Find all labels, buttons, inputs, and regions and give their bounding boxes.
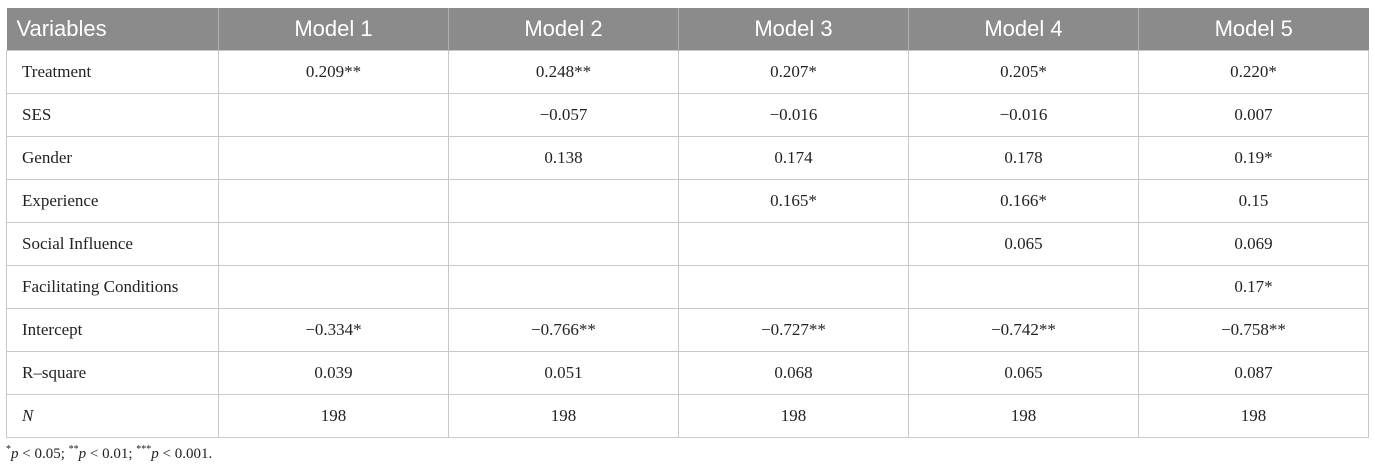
value-cell: −0.016 <box>678 93 909 137</box>
value-cell: 0.17* <box>1138 265 1369 309</box>
significance-stars: *** <box>136 444 152 455</box>
value-cell <box>678 222 909 266</box>
footnote: *p < 0.05; **p < 0.01; ***p < 0.001. <box>6 444 212 463</box>
value-cell: 198 <box>218 394 449 438</box>
header-row: Variables Model 1 Model 2 Model 3 Model 4 Mod… <box>6 8 1369 51</box>
value-cell <box>678 265 909 309</box>
value-cell: 0.087 <box>1138 351 1369 395</box>
value-cell: −0.016 <box>908 93 1139 137</box>
value-cell: −0.742** <box>908 308 1139 352</box>
value-cell: 0.138 <box>448 136 679 180</box>
threshold: < 0.05; <box>18 446 69 462</box>
table-row: Social Influence 0.065 0.069 <box>6 222 1369 266</box>
value-cell: 0.178 <box>908 136 1139 180</box>
value-cell <box>908 265 1139 309</box>
p-symbol: p <box>11 446 19 462</box>
value-cell: 198 <box>678 394 909 438</box>
value-cell: 0.205* <box>908 50 1139 94</box>
results-table: Variables Model 1 Model 2 Model 3 Model 4 Mod… <box>6 8 1369 438</box>
value-cell: 0.248** <box>448 50 679 94</box>
value-cell: 0.220* <box>1138 50 1369 94</box>
value-cell <box>448 222 679 266</box>
value-cell: 0.065 <box>908 351 1139 395</box>
value-cell: −0.766** <box>448 308 679 352</box>
value-cell: 0.209** <box>218 50 449 94</box>
value-cell: 0.065 <box>908 222 1139 266</box>
row-label: Intercept <box>6 308 219 352</box>
table-row: N 198 198 198 198 198 <box>6 394 1369 438</box>
threshold: < 0.001. <box>158 446 213 462</box>
table-row: R–square 0.039 0.051 0.068 0.065 0.087 <box>6 351 1369 395</box>
table-row: SES −0.057 −0.016 −0.016 0.007 <box>6 93 1369 137</box>
row-label: N <box>6 394 219 438</box>
value-cell: −0.758** <box>1138 308 1369 352</box>
row-label: R–square <box>6 351 219 395</box>
value-cell: 0.166* <box>908 179 1139 223</box>
table-row: Facilitating Conditions 0.17* <box>6 265 1369 309</box>
value-cell: 0.174 <box>678 136 909 180</box>
value-cell <box>218 136 449 180</box>
value-cell: −0.334* <box>218 308 449 352</box>
value-cell: 0.15 <box>1138 179 1369 223</box>
value-cell <box>218 93 449 137</box>
value-cell: 0.207* <box>678 50 909 94</box>
table-row: Experience 0.165* 0.166* 0.15 <box>6 179 1369 223</box>
significance-stars: ** <box>68 444 79 455</box>
value-cell: −0.727** <box>678 308 909 352</box>
value-cell <box>218 179 449 223</box>
table-row: Gender 0.138 0.174 0.178 0.19* <box>6 136 1369 180</box>
value-cell: 198 <box>448 394 679 438</box>
value-cell <box>218 222 449 266</box>
header-cell: Model 3 <box>678 8 909 51</box>
value-cell <box>448 179 679 223</box>
table-header: Variables Model 1 Model 2 Model 3 Model 4 Mod… <box>6 8 1369 51</box>
row-label: Treatment <box>6 50 219 94</box>
value-cell <box>448 265 679 309</box>
header-cell: Model 1 <box>218 8 449 51</box>
value-cell: 0.069 <box>1138 222 1369 266</box>
row-label: Experience <box>6 179 219 223</box>
value-cell: −0.057 <box>448 93 679 137</box>
row-label: Gender <box>6 136 219 180</box>
value-cell: 0.19* <box>1138 136 1369 180</box>
value-cell: 198 <box>908 394 1139 438</box>
p-symbol: p <box>78 446 87 462</box>
table-row: Intercept −0.334* −0.766** −0.727** −0.742**… <box>6 308 1369 352</box>
value-cell: 0.039 <box>218 351 449 395</box>
header-cell: Model 5 <box>1138 8 1369 51</box>
threshold: < 0.01; <box>86 446 137 462</box>
value-cell: 0.007 <box>1138 93 1369 137</box>
row-label: SES <box>6 93 219 137</box>
value-cell: 0.051 <box>448 351 679 395</box>
p-symbol: p <box>151 446 159 462</box>
table-body: Treatment 0.209** 0.248** 0.207* 0.205* 0.220… <box>6 50 1369 438</box>
value-cell: 0.068 <box>678 351 909 395</box>
table-row: Treatment 0.209** 0.248** 0.207* 0.205* 0.220… <box>6 50 1369 94</box>
header-cell: Model 4 <box>908 8 1139 51</box>
row-label: Social Influence <box>6 222 219 266</box>
header-cell: Model 2 <box>448 8 679 51</box>
value-cell <box>218 265 449 309</box>
header-cell: Variables <box>6 8 219 51</box>
row-label: Facilitating Conditions <box>6 265 219 309</box>
value-cell: 0.165* <box>678 179 909 223</box>
significance-stars: * <box>6 444 11 455</box>
value-cell: 198 <box>1138 394 1369 438</box>
